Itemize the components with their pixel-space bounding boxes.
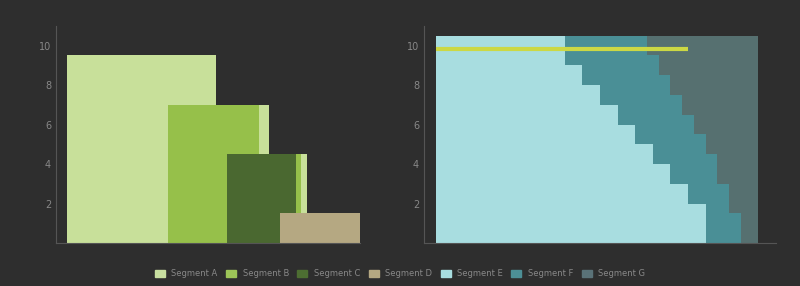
Polygon shape	[436, 36, 758, 243]
Polygon shape	[565, 36, 758, 243]
Polygon shape	[168, 105, 344, 243]
Polygon shape	[66, 55, 344, 243]
Polygon shape	[280, 213, 360, 243]
Polygon shape	[647, 36, 758, 243]
Legend: Segment A, Segment B, Segment C, Segment D, Segment E, Segment F, Segment G: Segment A, Segment B, Segment C, Segment…	[151, 266, 649, 282]
Polygon shape	[226, 154, 344, 243]
